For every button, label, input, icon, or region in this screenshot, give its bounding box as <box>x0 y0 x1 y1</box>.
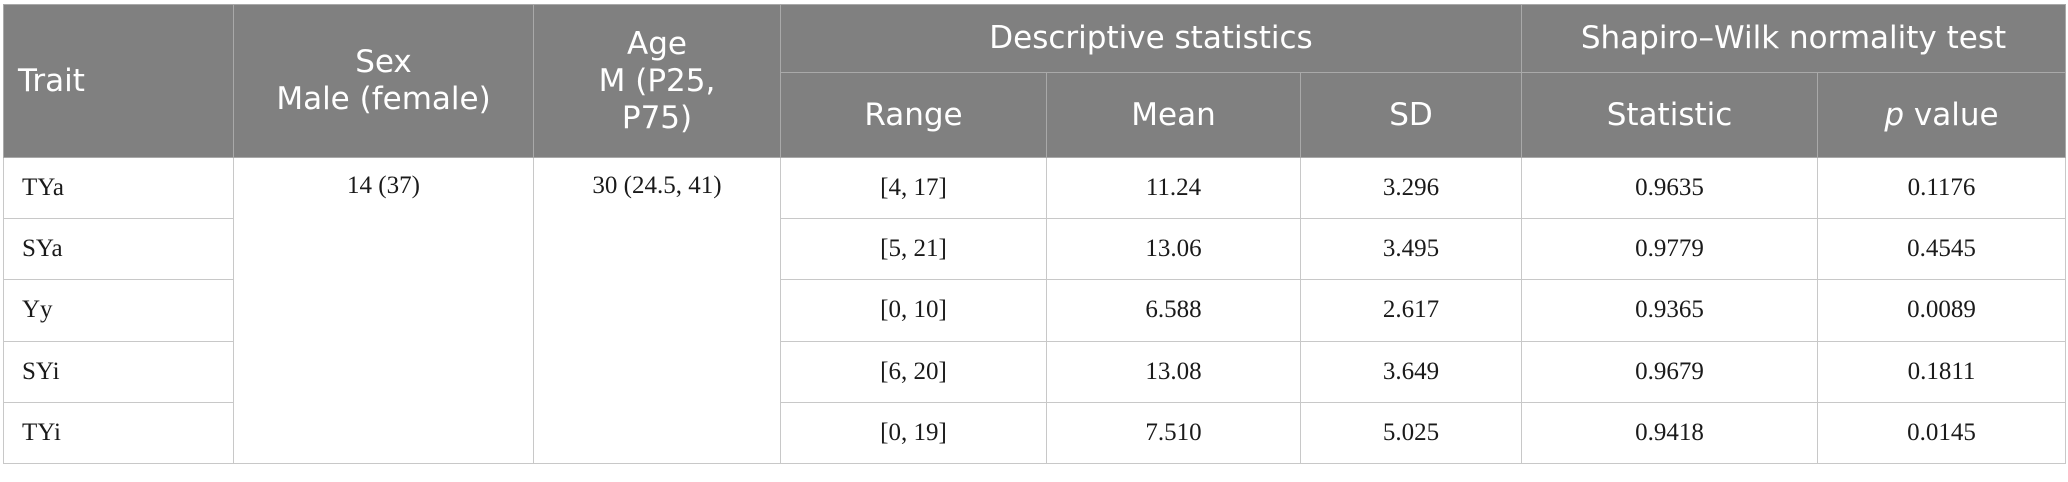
table-body: TYa 14 (37) 30 (24.5, 41) [4, 17] 11.24 … <box>3 156 2066 465</box>
cell-mean: 7.510 <box>1046 401 1301 465</box>
header-range: Range <box>780 72 1047 158</box>
cell-range: [0, 10] <box>780 279 1047 342</box>
header-age-line3: P75) <box>621 99 693 136</box>
cell-range: [4, 17] <box>780 156 1047 220</box>
cell-statistic: 0.9418 <box>1521 401 1818 465</box>
cell-sex: 14 (37) <box>233 157 534 464</box>
table-row: Yy [0, 10] 6.588 2.617 0.9365 0.0089 <box>3 279 2066 342</box>
header-p-rest: value <box>1904 96 1999 133</box>
table-header: Trait Sex Male (female) Age M (P25, P75)… <box>3 4 2066 158</box>
cell-range: [6, 20] <box>780 340 1047 403</box>
table-row: TYa 14 (37) 30 (24.5, 41) [4, 17] 11.24 … <box>3 156 2066 464</box>
header-mean: Mean <box>1046 72 1301 158</box>
header-age-line2: M (P25, <box>598 62 716 99</box>
cell-statistic: 0.9635 <box>1521 156 1818 220</box>
header-sex-line2: Male (female) <box>276 81 491 117</box>
cell-trait: SYi <box>3 340 234 403</box>
cell-sd: 2.617 <box>1300 279 1522 342</box>
cell-sd: 3.296 <box>1300 156 1522 220</box>
cell-range: [5, 21] <box>780 218 1047 281</box>
cell-mean: 6.588 <box>1046 279 1301 342</box>
header-sex: Sex Male (female) <box>233 4 534 158</box>
cell-sd: 3.495 <box>1300 218 1522 281</box>
cell-trait: TYi <box>3 401 234 465</box>
statistics-table: Trait Sex Male (female) Age M (P25, P75)… <box>3 4 2066 465</box>
header-age: Age M (P25, P75) <box>533 4 781 158</box>
cell-sd: 5.025 <box>1300 401 1522 465</box>
table-row: SYi [6, 20] 13.08 3.649 0.9679 0.1811 <box>3 340 2066 403</box>
cell-mean: 13.08 <box>1046 340 1301 403</box>
header-age-line1: Age <box>627 25 687 62</box>
header-sd: SD <box>1300 72 1522 158</box>
cell-p-value: 0.1176 <box>1817 156 2066 220</box>
cell-statistic: 0.9365 <box>1521 279 1818 342</box>
header-statistic: Statistic <box>1521 72 1818 158</box>
cell-mean: 13.06 <box>1046 218 1301 281</box>
cell-age: 30 (24.5, 41) <box>533 157 781 464</box>
cell-p-value: 0.1811 <box>1817 340 2066 403</box>
cell-p-value: 0.0089 <box>1817 279 2066 342</box>
cell-mean: 11.24 <box>1046 156 1301 220</box>
cell-p-value: 0.4545 <box>1817 218 2066 281</box>
header-trait: Trait <box>3 4 234 158</box>
cell-trait: TYa <box>3 156 234 220</box>
header-descriptive-statistics: Descriptive statistics <box>780 4 1522 73</box>
table-row: TYi [0, 19] 7.510 5.025 0.9418 0.0145 <box>3 401 2066 465</box>
header-p-value: p value <box>1817 72 2066 158</box>
cell-sd: 3.649 <box>1300 340 1522 403</box>
cell-trait: Yy <box>3 279 234 342</box>
cell-statistic: 0.9679 <box>1521 340 1818 403</box>
header-p-italic: p <box>1884 96 1905 133</box>
header-shapiro-wilk: Shapiro–Wilk normality test <box>1521 4 2066 73</box>
cell-trait: SYa <box>3 218 234 281</box>
cell-p-value: 0.0145 <box>1817 401 2066 465</box>
cell-statistic: 0.9779 <box>1521 218 1818 281</box>
cell-range: [0, 19] <box>780 401 1047 465</box>
header-sex-line1: Sex <box>355 44 412 80</box>
